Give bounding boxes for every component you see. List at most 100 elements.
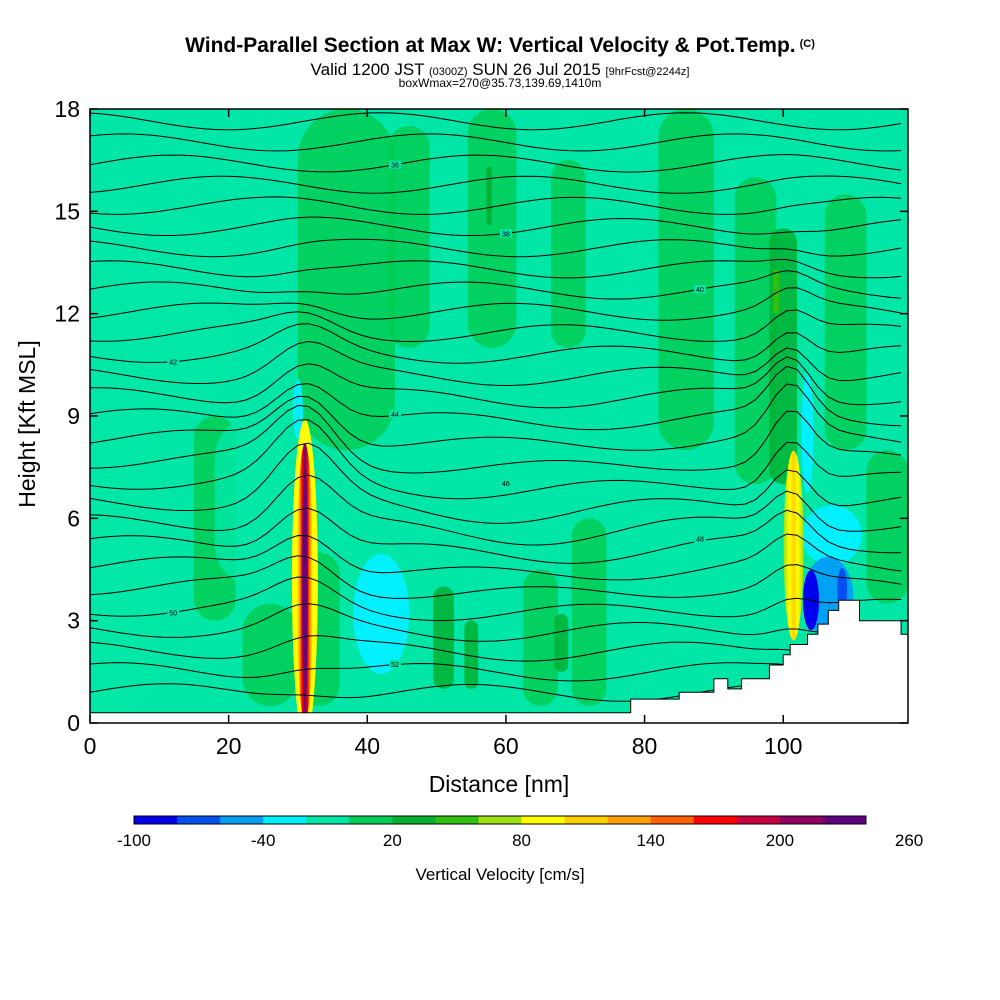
contour-label-bg [389,160,402,169]
colorbar-swatch [478,816,523,824]
y-tick-label: 18 [54,96,80,122]
isentrope-contour [90,442,902,524]
isentrope-contour [90,404,902,474]
colorbar-swatch [693,816,738,824]
contour-label: 40 [696,287,704,294]
contour-label: 42 [169,360,177,367]
colorbar-swatch [779,816,824,824]
updraft-streak [523,569,558,706]
updraft-core-max [301,463,308,704]
colorbar-tick-label: -40 [251,831,276,850]
updraft-streak [486,166,492,225]
updraft-streak [388,126,430,348]
colorbar-swatch [220,816,264,824]
valid-time: Valid 1200 JST [310,60,425,79]
downdraft-region [292,379,303,440]
contour-label: 52 [391,662,399,669]
contour-label-bg [499,479,512,488]
copyright-mark: (C) [799,38,815,50]
updraft-streak [571,518,607,706]
updraft-core [783,450,804,641]
updraft-streak [824,194,867,451]
isentrope-contour [90,323,902,364]
plot-area: 52 50 48 46 44 42 40 38 36 [90,109,908,723]
valid-utc: (0300Z) [429,66,468,78]
isentrope-contour [90,365,902,431]
isentrope-contour [90,216,902,236]
title-main: Wind-Parallel Section at Max W: Vertical… [185,34,796,57]
isentrope-contour [90,603,902,642]
colorbar-swatch [306,816,350,824]
contour-label: 46 [502,481,510,488]
downdraft-region [801,505,862,566]
x-tick-label: 0 [84,733,97,759]
x-tick-label: 60 [493,733,519,759]
contour-label-bg [389,409,402,418]
colorbar-tick-label: -100 [117,831,151,850]
box-info: boxWmax=270@35.73,139.69,1410m [398,76,602,90]
isentrope-contour [90,175,902,194]
updraft-streak [464,620,479,689]
colorbar-tick-label: 80 [512,831,531,850]
isentrope-contour [90,340,902,387]
x-tick-label: 20 [216,733,242,759]
colorbar-swatch [134,816,178,824]
colorbar-swatch [521,816,566,824]
colorbar-tick-label: 200 [766,831,794,850]
chart-subtitle: Valid 1200 JST (0300Z) SUN 26 Jul 2015 [… [0,60,1000,80]
isentrope-contour [90,576,902,622]
y-tick-label: 12 [54,301,80,327]
isentrope-contour [90,287,902,321]
contour-label: 36 [391,163,399,170]
isentrope-contour [90,153,902,173]
colorbar-swatch [263,816,307,824]
isentrope-contour [90,259,902,279]
terrain [90,599,908,723]
updraft-streak [467,109,517,348]
isentrope-contour [90,309,902,343]
colorbar-swatch [736,816,781,824]
isentrope-contour [90,555,902,599]
colorbar-tick-label: 260 [895,831,923,850]
colorbar-frame [133,815,867,825]
y-axis-label: Height [Kft MSL] [14,340,40,507]
isentrope-contour [90,112,902,131]
contour-label: 44 [391,412,399,419]
colorbar-swatch [177,816,221,824]
updraft-streak [242,603,298,706]
isentrope-contour [90,474,902,546]
isentrope-contour [90,383,902,451]
colorbar-tick-label: 140 [637,831,665,850]
updraft-streak [866,450,908,604]
contour-label-bg [167,608,180,617]
colorbar-swatch [564,816,609,824]
isentrope-contour [90,133,902,152]
contour-label-bg [167,357,180,366]
contour-label: 48 [696,537,704,544]
y-tick-label: 15 [54,198,80,224]
contour-label-bg [389,659,402,668]
isentrope-contour [90,533,902,581]
colorbar-swatch [435,816,479,824]
isentrope-contour [90,356,902,409]
isentrope-contour [90,238,902,258]
isentrope-contour [90,270,902,300]
isentrope-contour [90,507,902,564]
colorbar-swatch [392,816,436,824]
colorbar-swatch [349,816,393,824]
colorbar-swatch [650,816,695,824]
updraft-streak [734,177,777,485]
valid-date: SUN 26 Jul 2015 [472,60,601,79]
contour-label: 38 [502,231,510,238]
updraft-streak [114,211,233,416]
updraft-streak [658,109,714,451]
updraft-streak [214,416,298,587]
updraft-streak [554,613,569,672]
downdraft-region [801,373,814,494]
y-tick-label: 0 [67,710,80,736]
forecast-info: [9hrFcst@2244z] [605,66,690,78]
colorbar-swatch [607,816,652,824]
isentrope-contour [90,196,902,215]
colorbar-tick-label: 20 [383,831,402,850]
